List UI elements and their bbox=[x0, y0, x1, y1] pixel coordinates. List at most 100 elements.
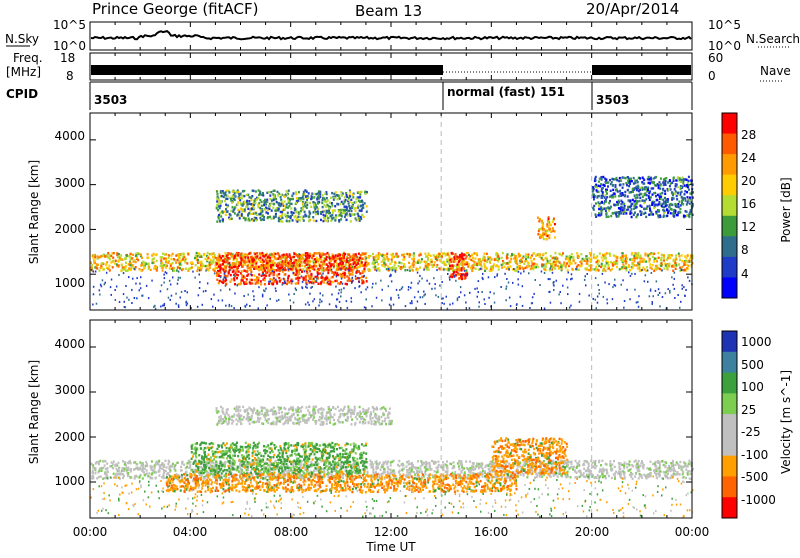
data-cell bbox=[420, 296, 422, 298]
data-cell bbox=[357, 206, 359, 208]
data-cell bbox=[659, 305, 661, 307]
data-cell bbox=[212, 306, 214, 308]
data-cell bbox=[338, 292, 340, 294]
data-cell bbox=[454, 265, 456, 267]
data-cell bbox=[344, 196, 346, 198]
data-cell bbox=[107, 252, 109, 254]
data-cell bbox=[653, 295, 655, 297]
data-cell bbox=[269, 205, 271, 207]
data-cell bbox=[293, 264, 295, 266]
data-cell bbox=[126, 270, 128, 272]
data-cell bbox=[115, 260, 117, 262]
data-cell bbox=[548, 262, 550, 264]
data-cell bbox=[324, 217, 326, 219]
data-cell bbox=[670, 203, 672, 205]
data-cell bbox=[299, 200, 301, 202]
data-cell bbox=[232, 271, 234, 273]
data-cell bbox=[216, 279, 218, 281]
data-cell bbox=[424, 261, 426, 263]
data-cell bbox=[348, 278, 350, 280]
data-cell bbox=[267, 212, 269, 214]
data-cell bbox=[510, 265, 512, 267]
data-cell bbox=[347, 307, 349, 309]
data-cell bbox=[219, 266, 221, 268]
data-cell bbox=[484, 260, 486, 262]
data-cell bbox=[623, 207, 625, 209]
data-cell bbox=[351, 205, 353, 207]
data-cell bbox=[507, 257, 509, 259]
data-cell bbox=[646, 266, 648, 268]
data-cell bbox=[442, 297, 444, 299]
data-cell bbox=[323, 281, 325, 283]
data-cell bbox=[243, 270, 245, 272]
data-cell bbox=[189, 464, 191, 466]
data-cell bbox=[237, 209, 239, 211]
data-cell bbox=[275, 253, 277, 255]
data-cell bbox=[486, 253, 488, 255]
data-cell bbox=[335, 254, 337, 256]
data-cell bbox=[445, 264, 447, 266]
data-cell bbox=[274, 264, 276, 266]
data-cell bbox=[645, 216, 647, 218]
data-cell bbox=[262, 210, 264, 212]
data-cell bbox=[140, 287, 142, 289]
data-cell bbox=[295, 288, 297, 290]
data-cell bbox=[185, 268, 187, 270]
data-cell bbox=[659, 292, 661, 294]
data-cell bbox=[294, 253, 296, 255]
data-cell bbox=[614, 195, 616, 197]
data-cell bbox=[291, 198, 293, 200]
data-cell bbox=[241, 213, 243, 215]
data-cell bbox=[431, 460, 433, 462]
data-cell bbox=[404, 269, 406, 271]
data-cell bbox=[653, 470, 655, 472]
data-cell bbox=[685, 257, 687, 259]
power-cbar-tick-16: 16 bbox=[741, 197, 756, 211]
data-cell bbox=[423, 291, 425, 293]
data-cell bbox=[666, 209, 668, 211]
data-cell bbox=[571, 273, 573, 275]
data-cell bbox=[381, 299, 383, 301]
data-cell bbox=[269, 194, 271, 196]
data-cell bbox=[207, 265, 209, 267]
data-cell bbox=[394, 264, 396, 266]
data-cell bbox=[267, 216, 269, 218]
data-cell bbox=[684, 269, 686, 271]
data-cell bbox=[296, 282, 298, 284]
data-cell bbox=[98, 476, 100, 478]
data-cell bbox=[318, 258, 320, 260]
data-cell bbox=[438, 267, 440, 269]
data-cell bbox=[685, 289, 687, 291]
data-cell bbox=[325, 258, 327, 260]
data-cell bbox=[344, 216, 346, 218]
data-cell bbox=[120, 254, 122, 256]
data-cell bbox=[165, 264, 167, 266]
data-cell bbox=[134, 297, 136, 299]
data-cell bbox=[218, 275, 220, 277]
data-cell bbox=[604, 264, 606, 266]
data-cell bbox=[337, 255, 339, 257]
data-cell bbox=[248, 260, 250, 262]
data-cell bbox=[348, 210, 350, 212]
data-cell bbox=[163, 274, 165, 276]
data-cell bbox=[375, 254, 377, 256]
data-cell bbox=[419, 266, 421, 268]
data-cell bbox=[314, 258, 316, 260]
data-cell bbox=[262, 259, 264, 261]
data-cell bbox=[430, 255, 432, 257]
freq-trace-1 bbox=[91, 65, 443, 75]
data-cell bbox=[628, 271, 630, 273]
data-cell bbox=[686, 203, 688, 205]
data-cell bbox=[491, 258, 493, 260]
data-cell bbox=[509, 260, 511, 262]
data-cell bbox=[345, 206, 347, 208]
data-cell bbox=[99, 256, 101, 258]
data-cell bbox=[169, 267, 171, 269]
data-cell bbox=[615, 184, 617, 186]
data-cell bbox=[315, 252, 317, 254]
data-cell bbox=[331, 271, 333, 273]
data-cell bbox=[466, 255, 468, 257]
data-cell bbox=[606, 299, 608, 301]
data-cell bbox=[182, 268, 184, 270]
data-cell bbox=[299, 269, 301, 271]
